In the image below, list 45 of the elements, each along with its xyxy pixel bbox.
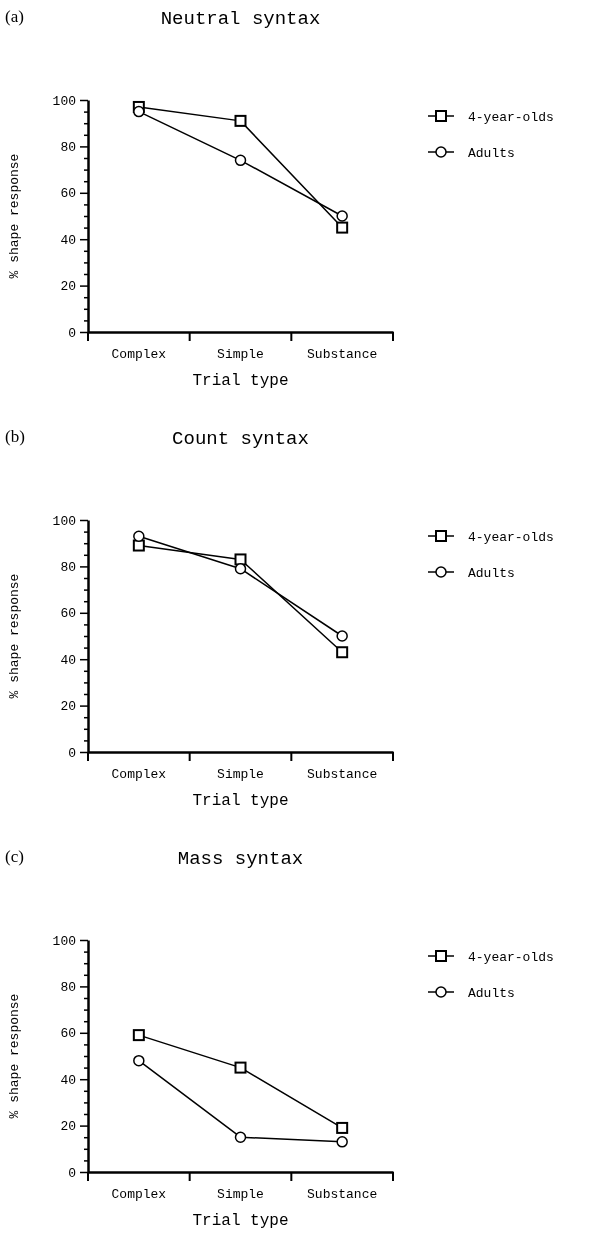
y-tick-label: 60	[60, 186, 76, 202]
legend-label: 4-year-olds	[468, 110, 554, 125]
x-tick-label: Substance	[307, 767, 378, 783]
legend-label: Adults	[468, 986, 515, 1001]
y-tick-label: 80	[60, 980, 76, 996]
y-tick-label: 60	[60, 606, 76, 622]
x-tick-label: Complex	[111, 347, 167, 363]
y-tick-label: 40	[60, 232, 76, 248]
y-tick-label: 40	[60, 652, 76, 668]
x-tick-label: Simple	[217, 1187, 264, 1203]
y-tick-label: 20	[60, 279, 76, 295]
legend-label: Adults	[468, 566, 515, 581]
x-tick-label: Substance	[307, 347, 378, 363]
chart-title: Neutral syntax	[160, 8, 321, 30]
legend-label: 4-year-olds	[468, 950, 554, 965]
text: (b)	[5, 427, 25, 446]
chart-title: Mass syntax	[177, 848, 304, 870]
y-tick-label: 40	[60, 1072, 76, 1088]
x-tick-label: Substance	[307, 1187, 378, 1203]
y-tick-label: 100	[52, 93, 76, 109]
legend-label: Adults	[468, 146, 515, 161]
y-tick-label: 0	[68, 745, 76, 761]
x-tick-label: Complex	[111, 1187, 167, 1203]
y-tick-label: 100	[52, 513, 76, 529]
x-axis-title: Trial type	[192, 1212, 289, 1230]
y-axis-title: % shape response	[7, 993, 22, 1119]
y-tick-label: 100	[52, 933, 76, 949]
y-tick-label: 80	[60, 140, 76, 156]
legend-label: 4-year-olds	[468, 530, 554, 545]
y-tick-label: 20	[60, 699, 76, 715]
y-tick-label: 60	[60, 1026, 76, 1042]
x-tick-label: Simple	[217, 767, 264, 783]
text: (c)	[5, 847, 24, 866]
y-tick-label: 0	[68, 325, 76, 341]
x-axis-title: Trial type	[192, 792, 289, 810]
chart-title: Count syntax	[172, 428, 309, 450]
y-tick-label: 80	[60, 560, 76, 576]
x-tick-label: Simple	[217, 347, 264, 363]
y-axis-title: % shape response	[7, 573, 22, 699]
y-tick-label: 0	[68, 1165, 76, 1181]
text: (a)	[5, 7, 24, 26]
y-tick-label: 20	[60, 1119, 76, 1135]
x-axis-title: Trial type	[192, 372, 289, 390]
y-axis-title: % shape response	[7, 153, 22, 279]
x-tick-label: Complex	[111, 767, 167, 783]
